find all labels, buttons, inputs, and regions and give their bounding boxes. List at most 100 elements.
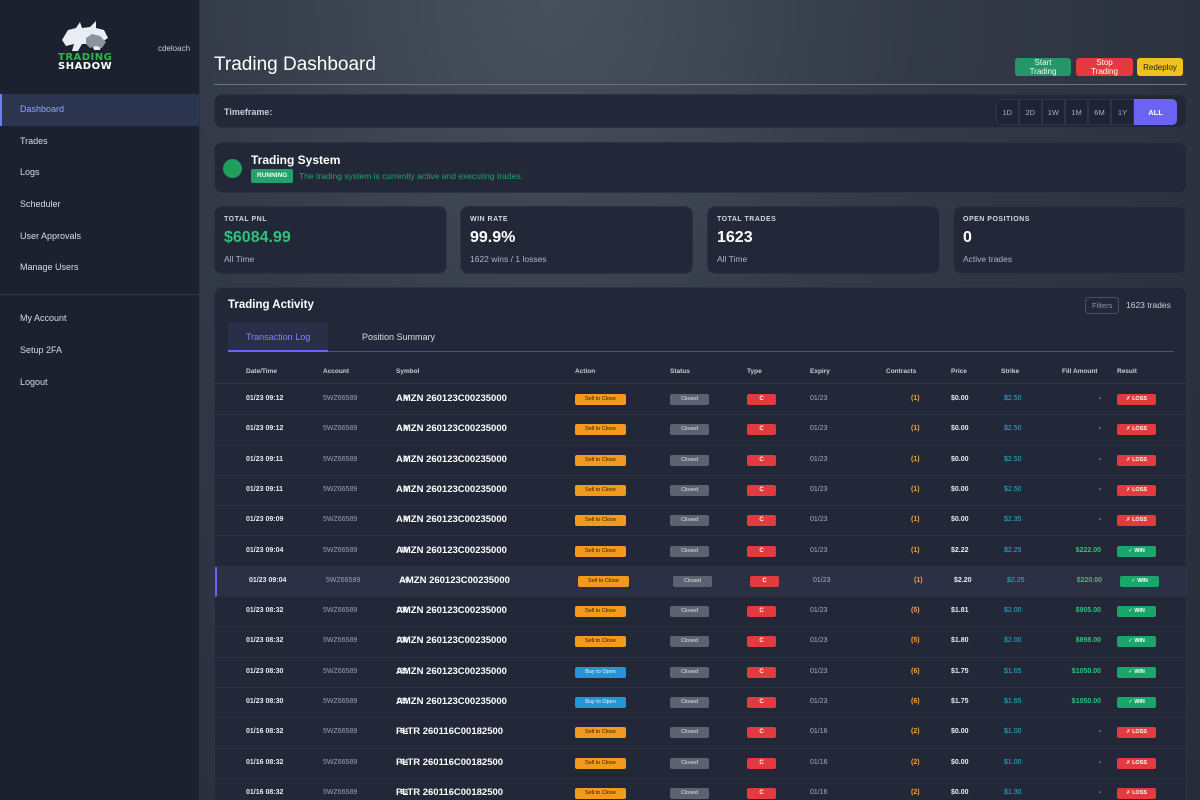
type-badge: C — [747, 515, 776, 527]
row-cells: 01/23 09:12 5WZ66589 AMZN 260123C00235000 S… — [215, 415, 1186, 444]
cell-symbol: PLTR 260116C00182500 — [396, 756, 504, 768]
column-header[interactable]: Symbol — [396, 368, 420, 375]
table-row[interactable]: 01/23 08:30 5WZ66589 AMZN 260123C00235000 B… — [215, 688, 1186, 719]
table-row[interactable]: 01/23 09:12 5WZ66589 AMZN 260123C00235000 S… — [215, 385, 1186, 416]
type-badge: C — [747, 666, 776, 678]
cell-strike: $2.50 — [1004, 425, 1022, 433]
tab-position-summary[interactable]: Position Summary — [362, 332, 436, 342]
table-row[interactable]: 01/23 09:11 5WZ66589 AMZN 260123C00235000 S… — [215, 446, 1186, 476]
timeframe-6m[interactable]: 6M — [1088, 99, 1111, 125]
cell-expiry: 01/23 — [810, 667, 828, 675]
filters-button[interactable]: Filters — [1085, 297, 1120, 314]
tab-transaction-log[interactable]: Transaction Log — [228, 322, 329, 352]
cell-price: $2.22 — [951, 546, 969, 554]
username: cdeloach — [158, 44, 191, 53]
sidebar-item-my-account[interactable]: My Account — [20, 313, 67, 324]
cell-date: 01/23 08:32 — [246, 607, 284, 615]
result-badge: ✓ WIN — [1117, 606, 1156, 618]
cell-account: 5WZ66589 — [323, 607, 358, 615]
type-badge: C — [747, 757, 776, 769]
action-badge: Sell to Close — [575, 636, 626, 648]
result-badge: ✓ WIN — [1120, 575, 1159, 587]
table-row[interactable]: 01/23 09:04 5WZ66589 AMZN 260123C00235000 S… — [215, 537, 1186, 567]
column-header[interactable]: Contracts — [886, 368, 917, 375]
type-badge: C — [750, 575, 779, 587]
sidebar-item-logs[interactable]: Logs — [20, 167, 40, 178]
trade-count: 1623 trades — [1126, 300, 1171, 310]
column-header[interactable]: Expiry — [810, 368, 830, 375]
action-badge: Sell to Close — [575, 757, 626, 769]
bull-bear-icon[interactable] — [56, 18, 114, 74]
table-row[interactable]: 01/23 09:11 5WZ66589 AMZN 260123C00235000 S… — [215, 476, 1186, 507]
cell-fill-amount: $220.00 — [1076, 576, 1102, 584]
stat-sub: Active trades — [963, 254, 1013, 264]
stat-value: 1623 — [717, 229, 753, 246]
cell-contracts-count: (1) — [911, 485, 920, 493]
timeframe-2d[interactable]: 2D — [1018, 99, 1042, 125]
cell-strike: $2.25 — [1007, 576, 1025, 584]
column-header[interactable]: Status — [670, 368, 690, 375]
column-header[interactable]: Result — [1117, 368, 1137, 375]
cell-contracts: 24 — [400, 728, 408, 736]
action-badge: Sell to Close — [575, 454, 626, 466]
type-badge: C — [747, 606, 776, 618]
table-row[interactable]: 01/23 08:32 5WZ66589 AMZN 260123C00235000 S… — [215, 627, 1186, 658]
cell-account: 5WZ66589 — [323, 667, 358, 675]
cell-account: 5WZ66589 — [323, 698, 358, 705]
timeframe-1d[interactable]: 1D — [995, 99, 1019, 125]
cell-contracts: 23 — [400, 788, 408, 796]
table-row[interactable]: 01/23 08:32 5WZ66589 AMZN 260123C00235000 S… — [215, 597, 1186, 628]
row-cells: 01/23 08:30 5WZ66589 AMZN 260123C00235000 B… — [215, 658, 1186, 687]
column-header[interactable]: Date/Time — [246, 368, 277, 375]
cell-price: $1.81 — [951, 607, 969, 615]
table-row[interactable]: 01/23 09:12 5WZ66589 AMZN 260123C00235000 S… — [215, 415, 1186, 446]
cell-contracts-count: (1) — [911, 546, 920, 554]
cell-contracts: 3 — [404, 485, 408, 493]
table-row[interactable]: 01/16 08:32 5WZ66589 PLTR 260116C00182500 S… — [215, 718, 1186, 749]
result-badge: ✗ LOSS — [1117, 515, 1156, 527]
redeploy-button[interactable]: Redeploy — [1137, 58, 1183, 76]
sidebar-item-dashboard[interactable]: Dashboard — [0, 94, 199, 126]
sidebar-item-manage-users[interactable]: Manage Users — [20, 262, 79, 273]
sidebar-item-logout[interactable]: Logout — [20, 376, 48, 387]
cell-price: $0.00 — [951, 728, 969, 736]
stat-sub: All Time — [224, 254, 255, 264]
timeframe-1m[interactable]: 1M — [1065, 99, 1088, 125]
cell-strike: $2.50 — [1004, 455, 1022, 463]
table-row[interactable]: 01/23 09:04 5WZ66589 AMZN 260123C00235000 S… — [215, 566, 1186, 598]
table-row[interactable]: 01/16 08:32 5WZ66589 PLTR 260116C00182500 S… — [215, 779, 1186, 800]
start-trading-button[interactable]: Start Trading — [1015, 58, 1071, 76]
cell-contracts: 24 — [400, 758, 408, 766]
stop-trading-button[interactable]: Stop Trading — [1076, 58, 1133, 76]
timeframe-options: 1D 2D 1W 1M 6M 1Y ALL — [995, 99, 1177, 125]
cell-contracts-count: (1) — [911, 455, 920, 463]
sidebar-item-scheduler[interactable]: Scheduler — [20, 199, 61, 210]
action-badge: Buy to Open — [575, 666, 626, 678]
column-header[interactable]: Action — [575, 368, 596, 375]
stat-label: OPEN POSITIONS — [963, 216, 1030, 223]
timeframe-all[interactable]: ALL — [1134, 99, 1177, 125]
main-nav: Dashboard Trades Logs Scheduler User App… — [0, 94, 199, 284]
column-header[interactable]: Price — [951, 368, 967, 375]
result-badge: ✗ LOSS — [1117, 394, 1156, 405]
sidebar-item-trades[interactable]: Trades — [20, 135, 48, 146]
sidebar-item-setup-2fa[interactable]: Setup 2FA — [20, 344, 63, 355]
column-header[interactable]: Strike — [1001, 368, 1020, 375]
cell-symbol: AMZN 260123C00235000 — [399, 574, 510, 586]
table-row[interactable]: 01/23 08:30 5WZ66589 AMZN 260123C00235000 B… — [215, 658, 1186, 688]
cell-contracts-count: (2) — [911, 728, 920, 736]
action-badge: Buy to Open — [575, 697, 626, 708]
cell-fill-amount: - — [1098, 485, 1101, 493]
cell-symbol: AMZN 260123C00235000 — [396, 453, 507, 465]
timeframe-1w[interactable]: 1W — [1041, 99, 1065, 125]
column-header[interactable]: Account — [323, 368, 349, 375]
column-header[interactable]: Fill Amount — [1062, 368, 1098, 375]
column-header[interactable]: Type — [747, 368, 762, 375]
table-row[interactable]: 01/16 08:32 5WZ66589 PLTR 260116C00182500 S… — [215, 749, 1186, 779]
action-badge: Sell to Close — [575, 394, 626, 405]
timeframe-1y[interactable]: 1Y — [1111, 99, 1134, 125]
table-row[interactable]: 01/23 09:09 5WZ66589 AMZN 260123C00235000 S… — [215, 506, 1186, 537]
cell-expiry: 01/23 — [813, 576, 831, 584]
sidebar-item-user-approvals[interactable]: User Approvals — [20, 230, 82, 241]
cell-fill-amount: - — [1098, 455, 1101, 463]
